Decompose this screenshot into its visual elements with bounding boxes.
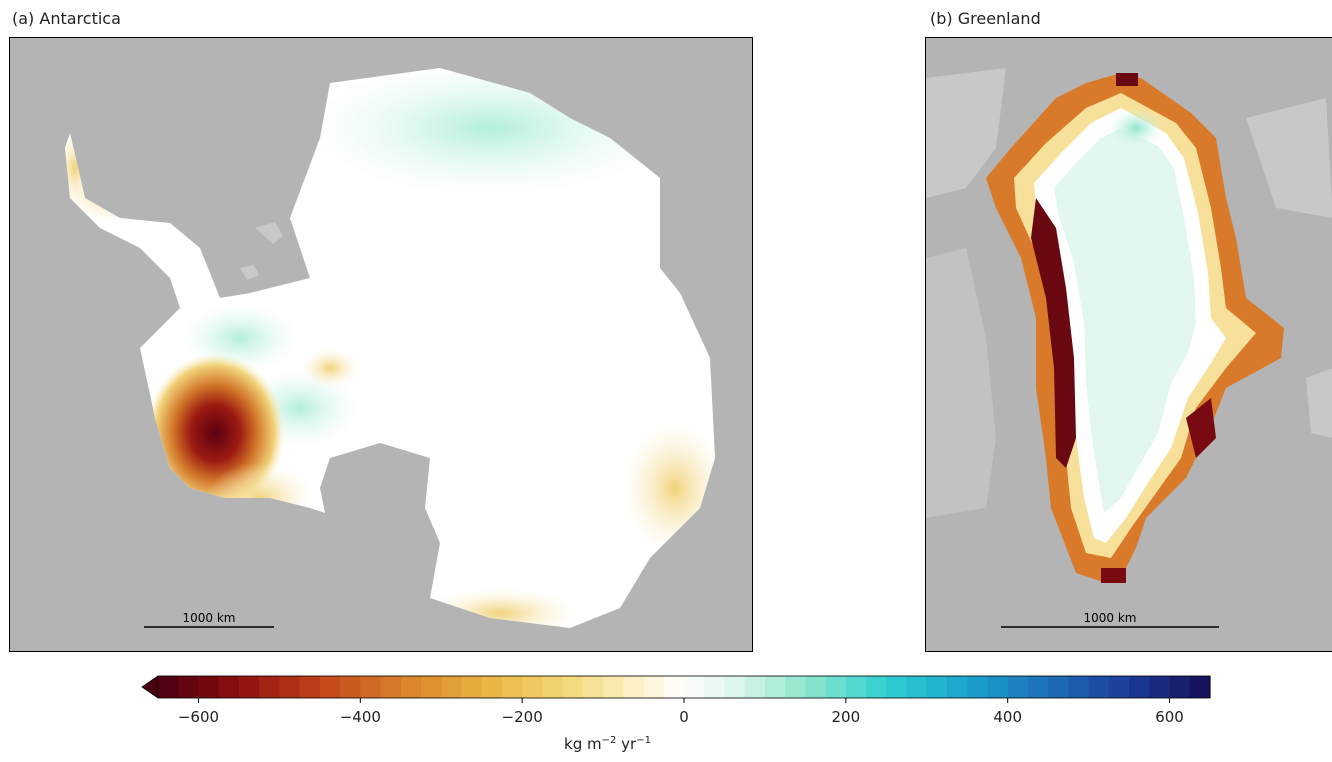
colorbar-tick-label: 200	[832, 708, 861, 726]
colorbar-bin	[562, 676, 584, 698]
colorbar-bin	[845, 676, 867, 698]
colorbar-bin	[1007, 676, 1029, 698]
land-no-data	[926, 248, 996, 518]
land-no-data	[1306, 368, 1332, 438]
greenland-map-canvas: 1000 km	[926, 68, 1332, 628]
colorbar-bin	[724, 676, 746, 698]
antarctica-map: 1000 km	[9, 37, 753, 652]
colorbar-bin	[825, 676, 847, 698]
colorbar-bin	[198, 676, 220, 698]
greenland-west-margin	[1031, 198, 1076, 468]
colorbar-bin	[1169, 676, 1191, 698]
colorbar-bin	[1129, 676, 1150, 698]
colorbar-label-mid: yr	[616, 735, 637, 753]
colorbar-extend-arrow	[141, 675, 159, 699]
colorbar-bin	[340, 676, 361, 698]
colorbar-bin	[481, 676, 503, 698]
colorbar-bin	[1048, 676, 1069, 698]
colorbar-bin	[522, 676, 543, 698]
colorbar-bin	[178, 676, 200, 698]
colorbar-bin	[764, 676, 786, 698]
colorbar-bin	[643, 676, 665, 698]
colorbar-tick-label: −600	[178, 708, 219, 726]
colorbar-label-exp1: −2	[601, 735, 617, 746]
colorbar-bin	[421, 676, 442, 698]
colorbar-bin	[603, 676, 624, 698]
greenland-north-margin	[1116, 73, 1138, 86]
colorbar-bin	[299, 676, 321, 698]
greenland-map: 1000 km	[925, 37, 1332, 652]
colorbar-tick-label: −400	[340, 708, 381, 726]
colorbar-bin	[218, 676, 240, 698]
colorbar-bin	[886, 676, 908, 698]
greenland-ice-core	[1054, 128, 1196, 513]
island	[240, 265, 259, 280]
colorbar-label: kg m−2 yr−1	[0, 735, 1215, 753]
colorbar-bin	[1068, 676, 1090, 698]
colorbar-bin	[906, 676, 928, 698]
scalebar-label: 1000 km	[183, 611, 236, 625]
colorbar-bin	[380, 676, 402, 698]
land-no-data	[926, 68, 1006, 198]
greenland-east-margin	[1186, 398, 1216, 458]
colorbar-bin	[501, 676, 523, 698]
colorbar-tick-label: 0	[679, 708, 689, 726]
land-no-data	[1246, 98, 1332, 218]
colorbar-tick-label: 600	[1155, 708, 1184, 726]
colorbar-bin	[967, 676, 989, 698]
colorbar-bin	[441, 676, 463, 698]
colorbar-bin	[623, 676, 645, 698]
colorbar-bin	[704, 676, 726, 698]
colorbar-tick-label: 400	[993, 708, 1022, 726]
colorbar-bin	[1149, 676, 1171, 698]
colorbar-label-exp2: −1	[636, 735, 651, 746]
colorbar-bin	[947, 676, 968, 698]
colorbar-bin	[1027, 676, 1049, 698]
colorbar-bin	[866, 676, 887, 698]
scalebar-label: 1000 km	[1084, 611, 1137, 625]
colorbar-bin	[684, 676, 705, 698]
colorbar-bin	[987, 676, 1009, 698]
colorbar-canvas: −600 −400 −200 0 200 400 600	[141, 675, 1211, 726]
panel-a-title: (a) Antarctica	[12, 9, 121, 28]
colorbar-bin	[1108, 676, 1130, 698]
island	[255, 222, 283, 244]
colorbar-bin	[461, 676, 483, 698]
colorbar-bin	[259, 676, 280, 698]
colorbar-bin	[1189, 676, 1211, 698]
colorbar-bin	[582, 676, 604, 698]
colorbar-bin	[360, 676, 382, 698]
colorbar-bin	[926, 676, 948, 698]
colorbar-bin	[158, 676, 179, 698]
colorbar-bin	[400, 676, 422, 698]
colorbar-bin	[805, 676, 827, 698]
colorbar-bin	[1088, 676, 1110, 698]
colorbar: −600 −400 −200 0 200 400 600	[140, 672, 1215, 752]
colorbar-bin	[319, 676, 341, 698]
antarctica-map-canvas: 1000 km	[65, 68, 715, 628]
colorbar-tick-label: −200	[502, 708, 543, 726]
colorbar-bin	[542, 676, 564, 698]
panel-b-title: (b) Greenland	[930, 9, 1041, 28]
colorbar-bin	[663, 676, 685, 698]
colorbar-label-main: kg m	[564, 735, 602, 753]
colorbar-bin	[785, 676, 806, 698]
colorbar-bin	[744, 676, 766, 698]
greenland-south-margin	[1101, 568, 1126, 583]
colorbar-bin	[238, 676, 260, 698]
colorbar-bin	[279, 676, 301, 698]
